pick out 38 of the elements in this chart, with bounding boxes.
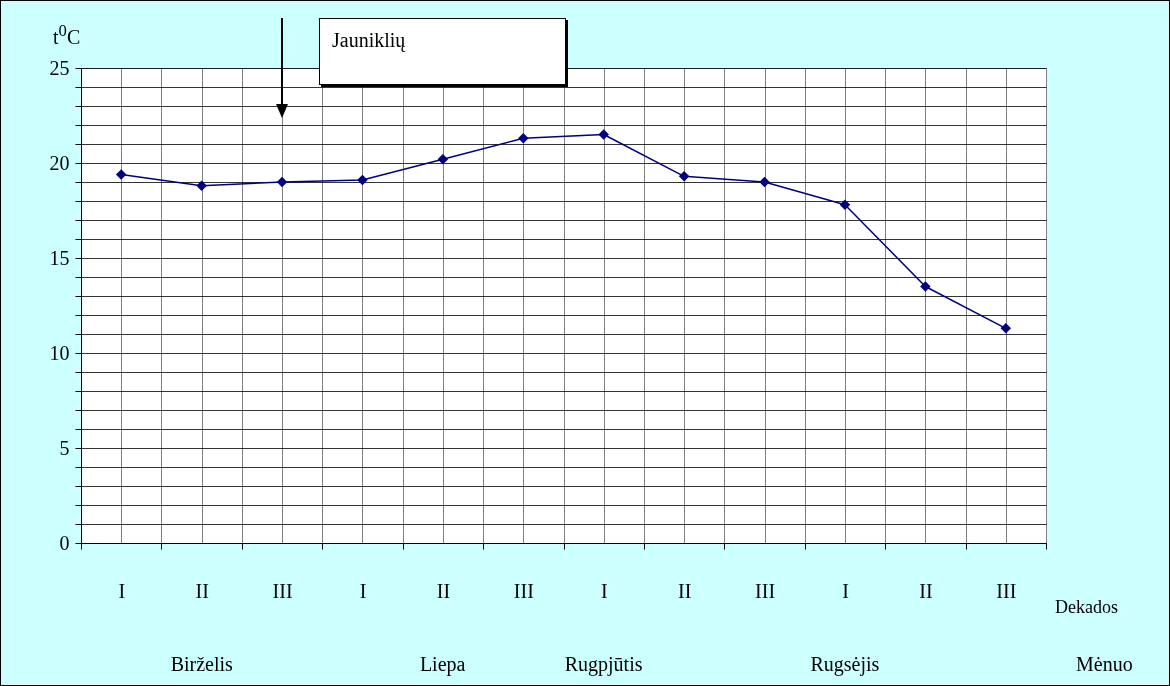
x-tick-label: II (195, 579, 209, 602)
point (276, 176, 288, 188)
point (678, 171, 690, 182)
point (839, 199, 851, 211)
text: Rugsėjis (810, 653, 880, 676)
point (518, 133, 529, 144)
text: Rugpjūtis (564, 653, 643, 676)
text: Mėnuo (1076, 653, 1133, 676)
x-tick-label: III (513, 579, 534, 602)
point (920, 281, 931, 292)
y-tick-label: 10 (49, 341, 70, 364)
text: Liepa (419, 653, 466, 676)
x-tick-label: II (919, 579, 933, 602)
y-tick-label: 15 (49, 246, 70, 269)
x-tick-label: III (996, 579, 1017, 602)
y-tick-label: 0 (59, 531, 70, 554)
x-tick-label: II (677, 579, 692, 602)
x-tick-label: I (118, 579, 126, 602)
x-tick-label: III (272, 579, 293, 602)
x-tick-label: III (755, 579, 776, 602)
y-tick-label: 25 (49, 56, 70, 79)
text-box: Jauniklių (319, 18, 567, 85)
point (196, 180, 207, 192)
y-axis-title: t$^{0}$C (53, 21, 81, 49)
x-axis-title: Dekados (1055, 597, 1118, 618)
x-tick-label: II (436, 579, 451, 602)
x-tick-label: I (600, 579, 608, 602)
point (437, 153, 449, 165)
point (1000, 323, 1012, 334)
point (759, 176, 770, 188)
x-tick-label: I (359, 579, 367, 602)
point (357, 174, 368, 186)
point (115, 169, 127, 180)
y-tick-label: 5 (59, 436, 70, 459)
x-tick-label: I (842, 579, 849, 602)
y-tick-label: 20 (49, 151, 70, 174)
point (598, 129, 609, 140)
text: Birželis (170, 653, 233, 676)
